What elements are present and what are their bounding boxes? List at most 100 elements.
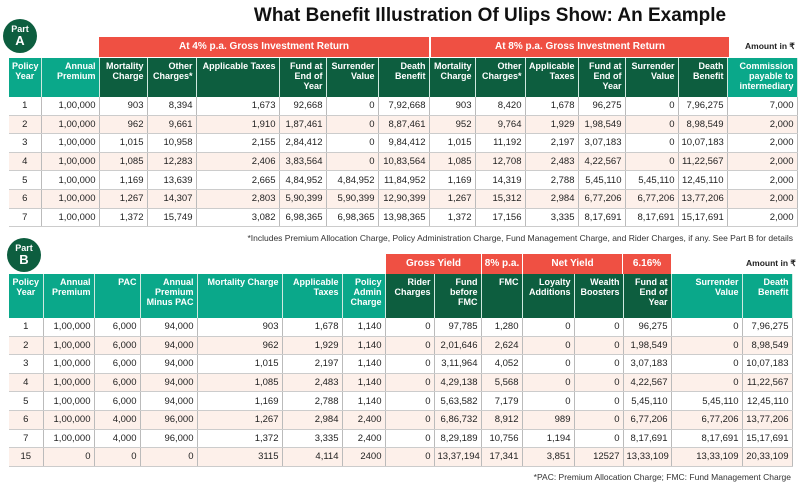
table-cell: 15 — [9, 447, 44, 467]
table-cell: 5 — [9, 170, 42, 190]
table-cell: 1,169 — [197, 391, 283, 411]
column-header: Annual Premium — [41, 58, 100, 97]
part-a-table: Policy Year Annual Premium Mortality Charg… — [9, 58, 798, 228]
table-cell: 5,90,399 — [279, 189, 327, 209]
table-cell: 3,335 — [525, 208, 579, 228]
table-cell: 1,140 — [342, 336, 386, 356]
table-cell: 15,749 — [147, 208, 197, 228]
band-4-percent: At 4% p.a. Gross Investment Return — [99, 37, 429, 57]
column-header: PAC — [94, 274, 141, 318]
table-cell: 2 — [9, 115, 42, 135]
table-cell: 1,140 — [342, 354, 386, 374]
table-cell: 0 — [385, 354, 435, 374]
table-cell: 1,00,000 — [41, 97, 100, 116]
table-row: 4 1,00,000 6,000 94,000 1,085 2,483 1,140 0 4,29… — [9, 373, 793, 393]
table-row: 2 1,00,000 6,000 94,000 962 1,929 1,140 0 2,01,6… — [9, 336, 793, 356]
table-cell: 3,335 — [282, 429, 343, 449]
table-cell: 0 — [385, 373, 435, 393]
table-cell: 1,140 — [342, 373, 386, 393]
column-header: FMC — [481, 274, 523, 318]
table-cell: 4,29,138 — [434, 373, 482, 393]
table-cell: 7,96,275 — [678, 97, 728, 116]
table-cell: 8,420 — [475, 97, 526, 116]
table-cell: 15,17,691 — [678, 208, 728, 228]
table-cell: 1,169 — [99, 170, 148, 190]
table-cell: 7,96,275 — [742, 318, 793, 337]
table-cell: 8,17,691 — [671, 429, 743, 449]
table-cell: 8,394 — [147, 97, 197, 116]
table-cell: 4,22,567 — [623, 373, 672, 393]
table-cell: 12,45,110 — [742, 391, 793, 411]
table-cell: 94,000 — [140, 318, 198, 337]
table-row: 1 1,00,000 6,000 94,000 903 1,678 1,140 0 97,785… — [9, 318, 793, 337]
table-cell: 12,45,110 — [678, 170, 728, 190]
table-cell: 6,98,365 — [326, 208, 379, 228]
table-cell: 952 — [429, 115, 476, 135]
table-row: 5 1,00,000 6,000 94,000 1,169 2,788 1,140 0 5,63… — [9, 391, 793, 411]
column-header: Annual Premium Minus PAC — [140, 274, 198, 318]
table-cell: 7 — [9, 429, 44, 449]
table-cell: 9,661 — [147, 115, 197, 135]
badge-letter: A — [15, 33, 25, 48]
table-cell: 94,000 — [140, 336, 198, 356]
table-cell: 0 — [625, 97, 679, 116]
column-header: Other Charges* — [147, 58, 197, 97]
table-cell: 6,86,732 — [434, 410, 482, 430]
table-cell: 12,708 — [475, 152, 526, 172]
table-cell: 0 — [574, 354, 624, 374]
table-row: 4 1,00,000 1,085 12,283 2,406 3,83,564 0 10,83,… — [9, 152, 798, 172]
table-cell: 9,764 — [475, 115, 526, 135]
table-cell: 2,84,412 — [279, 133, 327, 153]
table-cell: 2,197 — [282, 354, 343, 374]
table-cell: 8,87,461 — [378, 115, 430, 135]
table-cell: 1,372 — [429, 208, 476, 228]
header-row: Policy Year Annual Premium PAC Annual Premi… — [9, 274, 793, 318]
table-cell: 0 — [385, 318, 435, 337]
table-cell: 15,312 — [475, 189, 526, 209]
part-b-badge: Part B — [7, 238, 41, 272]
table-cell: 2,984 — [525, 189, 579, 209]
table-cell: 5 — [9, 391, 44, 411]
table-row: 6 1,00,000 1,267 14,307 2,803 5,90,399 5,90,39… — [9, 189, 798, 209]
table-cell: 0 — [326, 115, 379, 135]
table-cell: 0 — [574, 318, 624, 337]
table-cell: 2,400 — [342, 410, 386, 430]
table-cell: 17,341 — [481, 447, 523, 467]
table-cell: 5,45,110 — [623, 391, 672, 411]
table-cell: 0 — [522, 391, 575, 411]
table-cell: 0 — [574, 336, 624, 356]
table-cell: 1,372 — [197, 429, 283, 449]
table-cell: 13,639 — [147, 170, 197, 190]
table-cell: 8,98,549 — [742, 336, 793, 356]
table-row: 15 0 0 0 3115 4,114 2400 0 13,37,194 17,341 3,851 1… — [9, 447, 793, 467]
table-cell: 13,37,194 — [434, 447, 482, 467]
table-cell: 0 — [385, 336, 435, 356]
table-cell: 2,788 — [525, 170, 579, 190]
table-cell: 3,082 — [196, 208, 280, 228]
table-cell: 6,000 — [94, 354, 141, 374]
column-header: Policy Admin Charge — [342, 274, 386, 318]
table-cell: 0 — [671, 354, 743, 374]
table-cell: 1,015 — [429, 133, 476, 153]
table-cell: 3115 — [197, 447, 283, 467]
table-cell: 1,00,000 — [41, 133, 100, 153]
table-cell: 6,77,206 — [625, 189, 679, 209]
table-cell: 4,84,952 — [279, 170, 327, 190]
table-cell: 6,000 — [94, 373, 141, 393]
column-header: Mortality Charge — [197, 274, 283, 318]
table-row: 7 1,00,000 1,372 15,749 3,082 6,98,365 6,98,36… — [9, 208, 798, 228]
table-cell: 989 — [522, 410, 575, 430]
table-cell: 1,00,000 — [41, 152, 100, 172]
table-cell: 1,085 — [99, 152, 148, 172]
table-cell: 1,140 — [342, 391, 386, 411]
table-cell: 4,000 — [94, 429, 141, 449]
table-cell: 6,000 — [94, 391, 141, 411]
table-cell: 1,673 — [196, 97, 280, 116]
table-cell: 4,000 — [94, 410, 141, 430]
table-cell: 0 — [522, 373, 575, 393]
table-row: 6 1,00,000 4,000 96,000 1,267 2,984 2,400 0 6,86… — [9, 410, 793, 430]
table-cell: 13,33,109 — [671, 447, 743, 467]
table-cell: 8,17,691 — [578, 208, 626, 228]
band-gross-yield: Gross Yield — [386, 254, 481, 274]
table-cell: 0 — [574, 429, 624, 449]
